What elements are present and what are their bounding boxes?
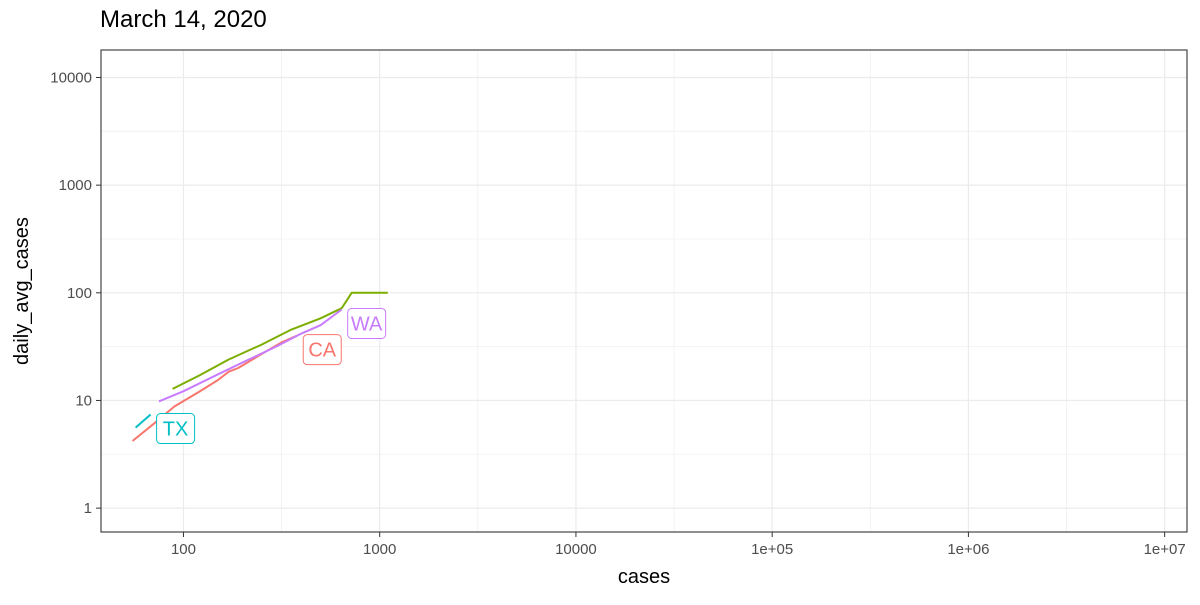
series-label-box-wa [347,307,387,339]
y-tick-label: 10000 [50,69,92,86]
y-tick-label: 10 [75,392,92,409]
series-label-ca: CA [308,340,336,362]
plot-border [100,49,1188,533]
x-tick-label: 1000 [363,541,396,558]
series-line-unlabeled [172,291,388,390]
chart-title: March 14, 2020 [100,6,267,33]
x-tick-label: 100 [171,541,196,558]
y-tick-label: 100 [67,285,92,302]
plot-panel [101,50,1187,532]
y-tick-label: 1000 [59,177,92,194]
series-label-tx: TX [163,419,189,441]
x-tick-label: 1e+07 [1144,541,1186,558]
series-label-wa: WA [351,313,383,335]
y-tick-label: 1 [84,500,92,517]
series-line-tx [134,413,152,429]
x-tick-label: 1e+06 [947,541,989,558]
x-axis-title: cases [618,566,670,588]
x-tick-label: 1e+05 [751,541,793,558]
series-label-box-tx [156,413,196,445]
series-line-wa [158,308,343,403]
x-tick-label: 10000 [555,541,597,558]
y-axis-title: daily_avg_cases [11,217,33,365]
series-label-box-ca [302,334,342,366]
